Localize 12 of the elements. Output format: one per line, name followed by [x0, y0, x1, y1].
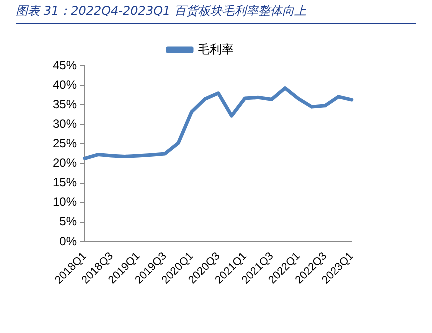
y-tick-label: 45%: [52, 58, 78, 72]
y-tick-label: 35%: [52, 97, 78, 112]
y-tick-label: 15%: [52, 176, 78, 190]
y-tick-label: 0%: [60, 234, 78, 248]
chart-title: 图表 31：2022Q4-2023Q1 百货板块毛利率整体向上: [16, 3, 416, 24]
y-tick-label: 20%: [52, 156, 78, 170]
y-tick-label: 25%: [52, 136, 78, 151]
y-tick-label: 30%: [52, 116, 78, 131]
y-tick-label: 10%: [52, 195, 78, 210]
y-tick-label: 40%: [52, 78, 78, 92]
y-tick-label: 5%: [60, 214, 78, 229]
legend-label: 毛利率: [198, 42, 234, 56]
